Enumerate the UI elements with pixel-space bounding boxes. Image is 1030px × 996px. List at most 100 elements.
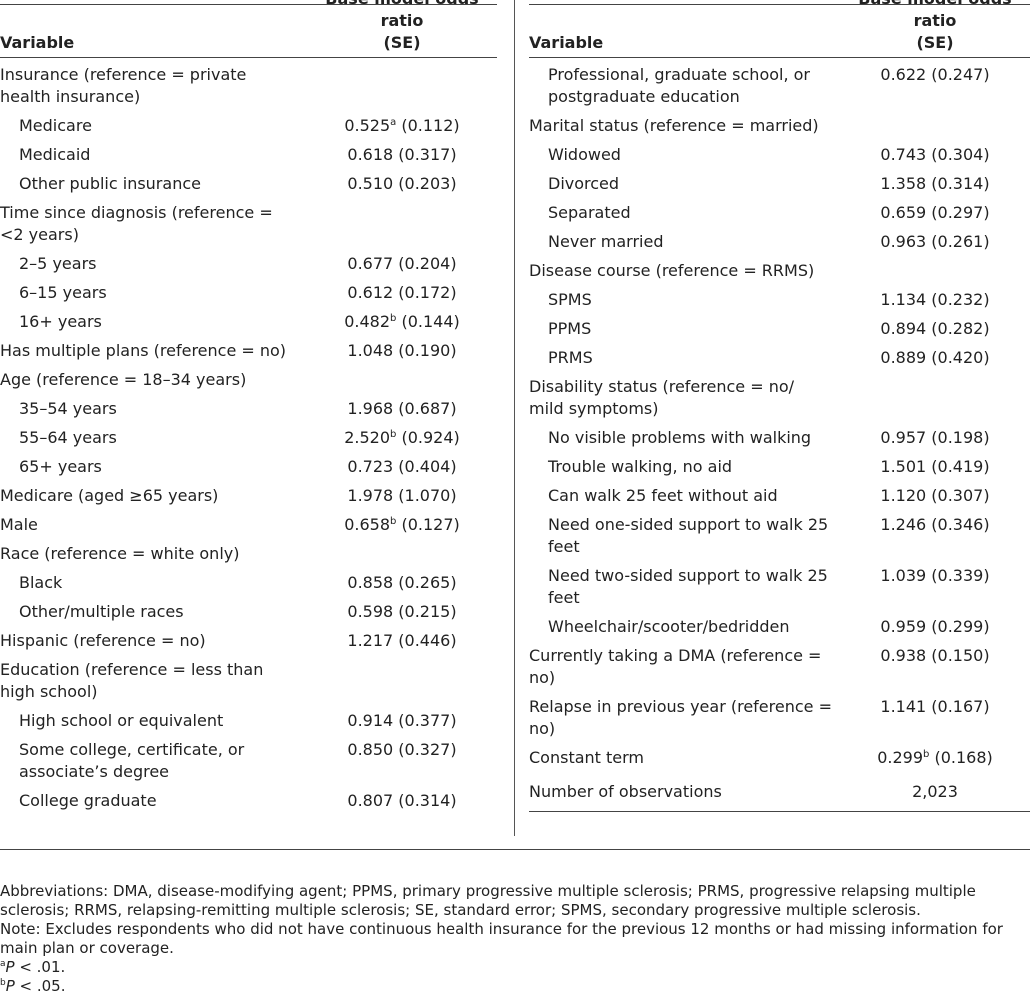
- row-value: 2,023: [912, 782, 958, 801]
- table-row: 16+ years 0.482b (0.144): [0, 308, 497, 337]
- header-rule: [0, 57, 497, 58]
- row-value: 0.612 (0.172): [347, 283, 457, 302]
- significance-marker: b: [390, 516, 397, 527]
- abbreviations-note: Abbreviations: DMA, disease-modifying ag…: [0, 882, 976, 919]
- row-value: 1.358 (0.314): [880, 174, 990, 193]
- row-label: 55–64 years: [19, 428, 117, 447]
- table-row: Medicare (aged ≥65 years) 1.978 (1.070): [0, 482, 497, 511]
- table-row: Need one-sided support to walk 25 feet 1.…: [529, 511, 1030, 562]
- row-value: 0.938 (0.150): [880, 646, 990, 665]
- row-label: Medicare (aged ≥65 years): [0, 486, 219, 505]
- header-variable: Variable: [0, 33, 75, 52]
- row-label: Medicaid: [19, 145, 91, 164]
- row-value: 1.141 (0.167): [880, 697, 990, 716]
- table-row: PRMS 0.889 (0.420): [529, 344, 1030, 373]
- header-odds-ratio: Base model odds ratio (SE): [840, 0, 1030, 54]
- table-right-column: Variable Base model odds ratio (SE) Prof…: [529, 0, 1030, 812]
- header-odds-ratio-line1: Base model odds ratio: [858, 0, 1011, 30]
- table-rows-left: Insurance (reference = private health in…: [0, 58, 497, 816]
- row-label: Education (reference = less than high sc…: [0, 660, 264, 701]
- row-label: 35–54 years: [19, 399, 117, 418]
- row-value: 2.520b (0.924): [344, 428, 460, 447]
- table-row: No visible problems with walking 0.957 (0…: [529, 424, 1030, 453]
- table-row: Separated 0.659 (0.297): [529, 199, 1030, 228]
- table-row: Some college, certificate, or associate’…: [0, 736, 497, 787]
- row-label: Marital status (reference = married): [529, 116, 819, 135]
- table-row: Professional, graduate school, or postgr…: [529, 61, 1030, 112]
- row-label: Some college, certificate, or associate’…: [19, 740, 245, 781]
- table-row: Other/multiple races 0.598 (0.215): [0, 598, 497, 627]
- row-label: Medicare: [19, 116, 92, 135]
- row-label: PRMS: [548, 348, 593, 367]
- significance-marker: a: [390, 117, 397, 128]
- table-row: High school or equivalent 0.914 (0.377): [0, 707, 497, 736]
- table-row: Time since diagnosis (reference = <2 yea…: [0, 199, 497, 250]
- table-rows-right: Professional, graduate school, or postgr…: [529, 58, 1030, 809]
- row-value: 0.658b (0.127): [344, 515, 460, 534]
- row-value: 1.968 (0.687): [347, 399, 457, 418]
- footnote-b: bP < .05.: [0, 977, 66, 995]
- table-row: PPMS 0.894 (0.282): [529, 315, 1030, 344]
- row-label: 6–15 years: [19, 283, 107, 302]
- significance-marker: b: [390, 429, 397, 440]
- row-label: Constant term: [529, 748, 645, 767]
- row-value: 1.217 (0.446): [347, 631, 457, 650]
- table-row: Widowed 0.743 (0.304): [529, 141, 1030, 170]
- table-row: Can walk 25 feet without aid 1.120 (0.307…: [529, 482, 1030, 511]
- table-row: Insurance (reference = private health in…: [0, 61, 497, 112]
- table-row: Medicare 0.525a (0.112): [0, 112, 497, 141]
- significance-marker: b: [923, 749, 930, 760]
- row-label: Other/multiple races: [19, 602, 184, 621]
- table-row: Constant term 0.299b (0.168): [529, 744, 1030, 773]
- row-value: 1.246 (0.346): [880, 515, 990, 534]
- row-label: Black: [19, 573, 63, 592]
- table-notes: Abbreviations: DMA, disease-modifying ag…: [0, 849, 1030, 996]
- row-value: 0.963 (0.261): [880, 232, 990, 251]
- row-label: Currently taking a DMA (reference = no): [529, 646, 822, 687]
- row-value: 0.743 (0.304): [880, 145, 990, 164]
- table-row: Trouble walking, no aid 1.501 (0.419): [529, 453, 1030, 482]
- header-odds-ratio: Base model odds ratio (SE): [307, 0, 497, 54]
- row-label: Professional, graduate school, or postgr…: [548, 65, 811, 106]
- top-rule: [529, 4, 1030, 5]
- row-value: 0.525a (0.112): [344, 116, 460, 135]
- regression-table: Variable Base model odds ratio (SE) Insu…: [0, 0, 1030, 836]
- top-rule: [0, 4, 497, 5]
- row-label: 65+ years: [19, 457, 102, 476]
- table-row: Hispanic (reference = no) 1.217 (0.446): [0, 627, 497, 656]
- table-row: Medicaid 0.618 (0.317): [0, 141, 497, 170]
- row-label: Need one-sided support to walk 25 feet: [548, 515, 829, 556]
- table-row: Number of observations 2,023: [529, 773, 1030, 809]
- header-odds-ratio-line2: (SE): [916, 33, 954, 52]
- row-value: 1.978 (1.070): [347, 486, 457, 505]
- row-label: Divorced: [548, 174, 620, 193]
- table-row: Disease course (reference = RRMS): [529, 257, 1030, 286]
- table-row: Has multiple plans (reference = no) 1.048…: [0, 337, 497, 366]
- row-label: 2–5 years: [19, 254, 97, 273]
- row-value: 0.889 (0.420): [880, 348, 990, 367]
- table-row: Black 0.858 (0.265): [0, 569, 497, 598]
- row-value: 0.807 (0.314): [347, 791, 457, 810]
- row-label: Wheelchair/scooter/bedridden: [548, 617, 790, 636]
- row-label: Separated: [548, 203, 631, 222]
- row-label: Race (reference = white only): [0, 544, 240, 563]
- row-value: 0.957 (0.198): [880, 428, 990, 447]
- table-row: Need two-sided support to walk 25 feet 1.…: [529, 562, 1030, 613]
- row-value: 0.677 (0.204): [347, 254, 457, 273]
- table-row: Marital status (reference = married): [529, 112, 1030, 141]
- table-row: Wheelchair/scooter/bedridden 0.959 (0.299…: [529, 613, 1030, 642]
- table-row: College graduate 0.807 (0.314): [0, 787, 497, 816]
- table-row: Male 0.658b (0.127): [0, 511, 497, 540]
- row-value: 1.501 (0.419): [880, 457, 990, 476]
- row-label: Relapse in previous year (reference = no…: [529, 697, 832, 738]
- row-value: 0.723 (0.404): [347, 457, 457, 476]
- significance-marker: b: [390, 313, 397, 324]
- table-row: Never married 0.963 (0.261): [529, 228, 1030, 257]
- table-row: 55–64 years 2.520b (0.924): [0, 424, 497, 453]
- row-label: High school or equivalent: [19, 711, 224, 730]
- row-label: Can walk 25 feet without aid: [548, 486, 778, 505]
- row-value: 0.482b (0.144): [344, 312, 460, 331]
- table-row: 35–54 years 1.968 (0.687): [0, 395, 497, 424]
- row-label: Widowed: [548, 145, 621, 164]
- header-rule: [529, 57, 1030, 58]
